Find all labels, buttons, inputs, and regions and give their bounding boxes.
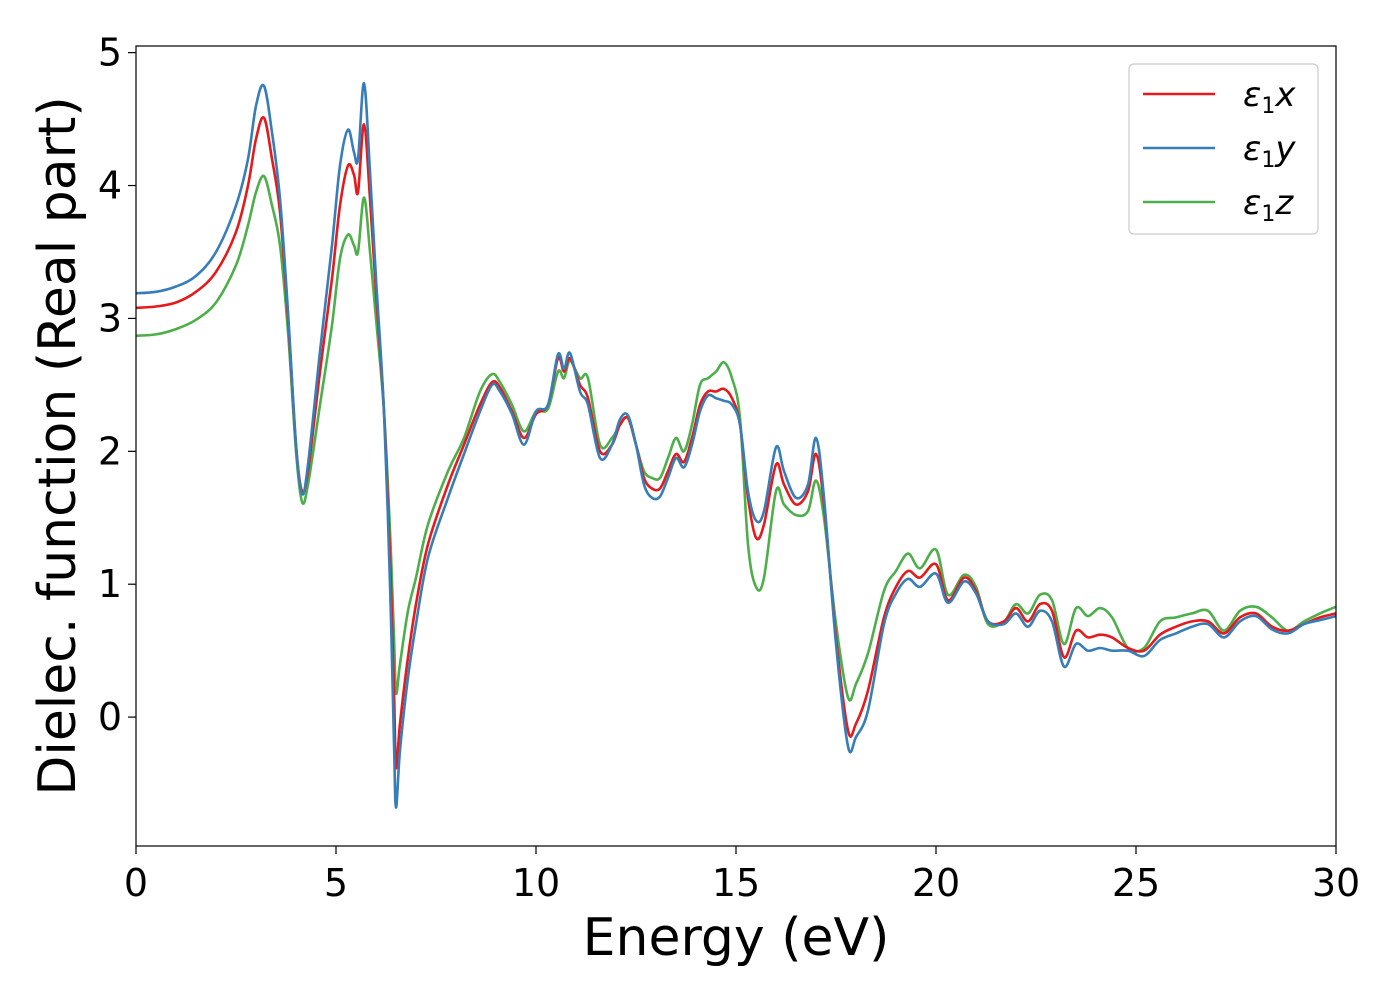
legend-label-x: ε1x xyxy=(1243,75,1296,119)
y-tick-label: 5 xyxy=(98,31,122,75)
x-tick-label: 0 xyxy=(124,861,148,905)
x-tick-label: 10 xyxy=(512,861,560,905)
legend: ε1x ε1y ε1z xyxy=(1128,63,1319,235)
x-tick-label: 20 xyxy=(912,861,960,905)
series-line-z xyxy=(135,174,1337,702)
x-tick-label: 15 xyxy=(712,861,760,905)
legend-box xyxy=(1128,63,1319,235)
y-tick-label: 3 xyxy=(98,296,122,340)
x-tick-label: 5 xyxy=(324,861,348,905)
legend-label-z: ε1z xyxy=(1243,183,1294,227)
x-tick-label: 25 xyxy=(1112,861,1160,905)
series-line-x xyxy=(135,115,1337,770)
y-tick-label: 2 xyxy=(98,429,122,473)
series-line-y xyxy=(135,81,1337,809)
y-tick-label: 0 xyxy=(98,695,122,739)
x-tick-label: 30 xyxy=(1312,861,1360,905)
y-tick-label: 1 xyxy=(98,562,122,606)
y-tick-label: 4 xyxy=(98,164,122,208)
x-axis-label: Energy (eV) xyxy=(583,908,890,968)
series-layer xyxy=(135,81,1337,809)
y-axis-label: Dielec. function (Real part) xyxy=(28,96,88,795)
y-ticks: 0 1 2 3 4 5 xyxy=(98,31,136,739)
legend-label-y: ε1y xyxy=(1243,129,1296,173)
x-ticks: 0 5 10 15 20 25 30 xyxy=(124,846,1360,905)
